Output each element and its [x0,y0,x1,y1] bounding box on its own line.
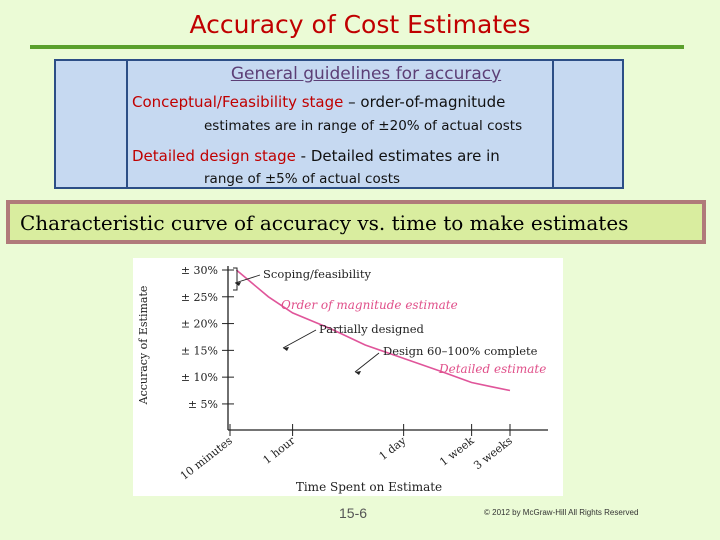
y-tick-label: ± 15% [181,344,218,357]
x-tick-label: 3 weeks [471,434,515,472]
stage2-rest: - Detailed estimates are in [295,147,500,165]
title-underline [30,45,684,49]
x-tick-label: 1 hour [261,434,298,467]
slide-title: Accuracy of Cost Estimates [189,10,531,39]
box-divider-left [126,61,128,187]
annotation-leader [234,274,261,284]
annotation-leader [282,329,317,349]
guidelines-box: General guidelines for accuracy Conceptu… [54,59,624,189]
banner-text: Characteristic curve of accuracy vs. tim… [20,211,629,235]
y-tick-label: ± 25% [181,291,218,304]
x-tick-label: 1 day [377,434,410,463]
box-divider-right [552,61,554,187]
y-tick-label: ± 20% [181,318,218,331]
x-tick-label: 10 minutes [178,434,235,483]
y-tick-label: ± 30% [181,264,218,277]
chart-svg: ± 30% ± 25% ± 20% ± 15% ± 10% ± 5% Accuracy of… [137,264,548,494]
stage1-label: Conceptual/Feasibility stage [132,93,344,111]
page-number: 15-6 [339,505,368,521]
accuracy-curve [235,269,511,392]
stage1-line: Conceptual/Feasibility stage – order-of-… [132,93,505,111]
stage2-detail: range of ±5% of actual costs [204,171,401,187]
stage2-line: Detailed design stage - Detailed estimat… [132,147,500,165]
stage1-rest: – order-of-magnitude [343,93,506,111]
x-tick-label: 1 week [437,434,476,469]
curve-annotation: Scoping/feasibility [263,267,371,281]
y-tick-label: ± 10% [181,371,218,384]
stage2-label: Detailed design stage [132,147,296,165]
curve-annotation: Partially designed [319,322,425,336]
scoping-bracket [233,267,238,291]
curve-annotation: Order of magnitude estimate [281,298,458,312]
curve-annotation: Detailed estimate [438,362,546,376]
curve-annotation: Design 60–100% complete [383,344,538,358]
y-tick-label: ± 5% [188,398,218,411]
x-axis-label: Time Spent on Estimate [296,480,442,494]
annotation-arrowhead [283,347,289,351]
annotation-arrowhead [355,371,361,375]
copyright-notice: © 2012 by McGraw-Hill All Rights Reserve… [484,508,639,517]
annotation-leader [354,352,380,373]
y-axis-label: Accuracy of Estimate [137,286,150,406]
stage1-detail: estimates are in range of ±20% of actual… [204,118,523,134]
accuracy-chart: ± 30% ± 25% ± 20% ± 15% ± 10% ± 5% Accuracy of… [133,258,563,496]
guidelines-heading: General guidelines for accuracy [230,64,502,84]
chart-banner: Characteristic curve of accuracy vs. tim… [6,200,706,244]
